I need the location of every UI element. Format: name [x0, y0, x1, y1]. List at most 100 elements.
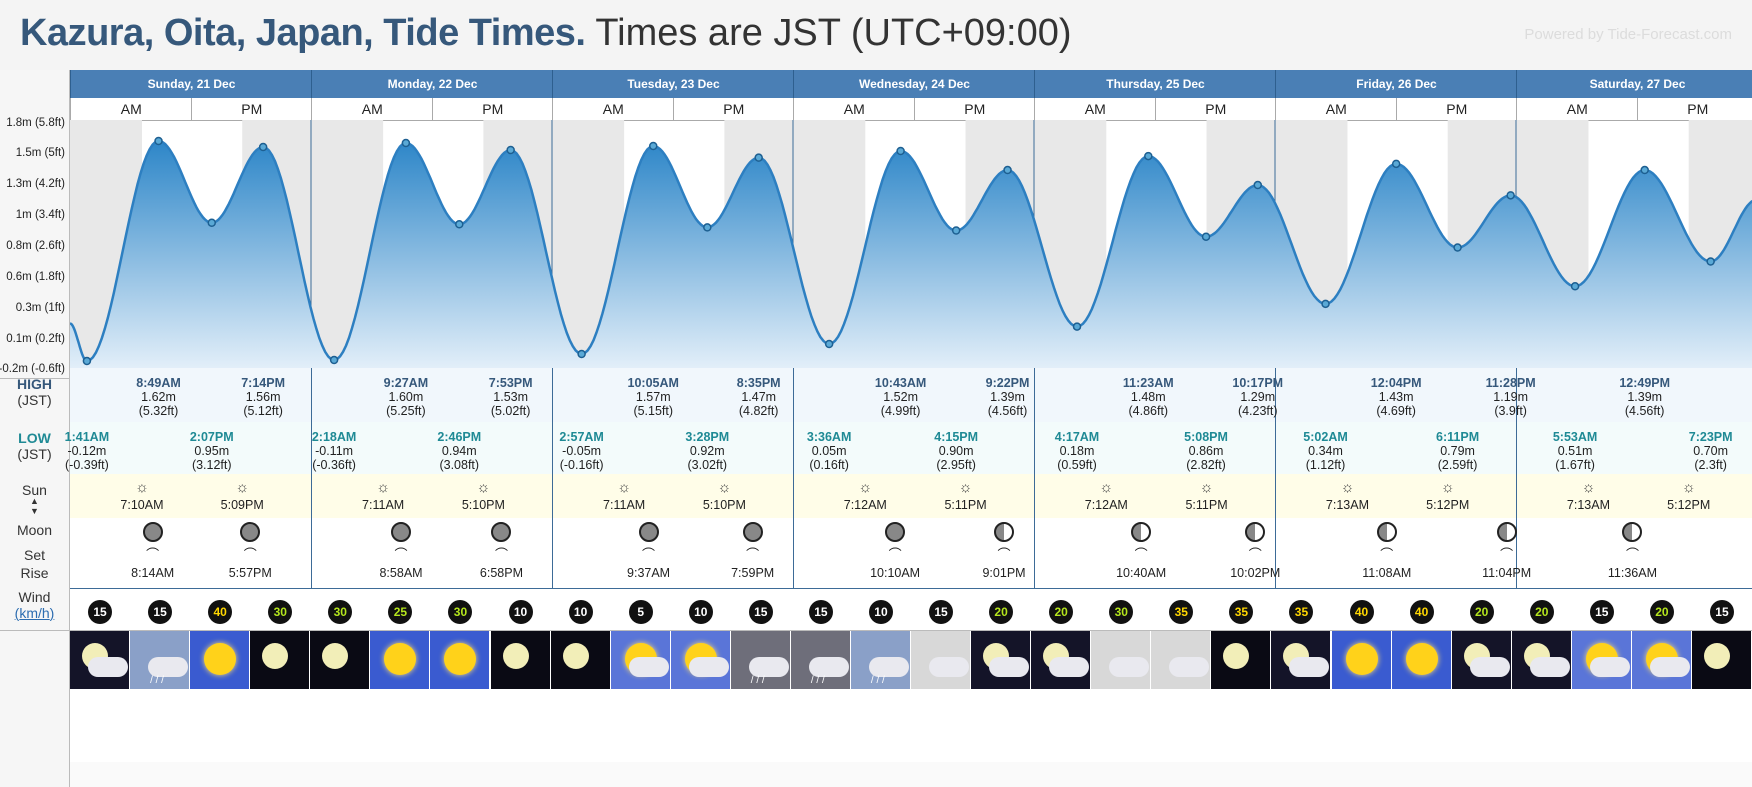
- weather-sun-cloud-icon: [670, 631, 730, 689]
- tide-height-m: -0.11m: [315, 444, 354, 458]
- tide-time: 11:23AM: [1122, 376, 1174, 390]
- wind-speed-badge: 5: [628, 600, 653, 624]
- tide-point: [1003, 165, 1012, 175]
- tide-height-m: 1.39m: [990, 390, 1025, 404]
- sun-icon: [204, 643, 237, 675]
- low-tide-entry: 4:15PM 0.90m (2.95ft): [920, 430, 992, 472]
- wind-speed-badge: 40: [208, 600, 233, 624]
- low-tide-entry: 4:17AM 0.18m (0.59ft): [1041, 430, 1113, 472]
- high-tide-entry: 7:53PM 1.53m (5.02ft): [475, 376, 547, 418]
- tide-time: 5:02AM: [1303, 430, 1348, 444]
- tide-point: [455, 220, 464, 229]
- moonrise-icon: ⌒: [1625, 547, 1639, 562]
- cloud-icon: [748, 657, 789, 677]
- tide-point: [258, 142, 268, 152]
- weather-moon-cloud-icon: [1271, 631, 1331, 689]
- pm-label: PM: [1395, 98, 1518, 120]
- am-label: AM: [1034, 98, 1156, 120]
- title-timezone: Times are JST (UTC+09:00): [595, 12, 1072, 54]
- weather-moon-icon: [550, 631, 610, 689]
- tide-time: 10:43AM: [874, 376, 927, 390]
- tide-time: 4:15PM: [934, 430, 979, 444]
- tide-height-m: 0.51m: [1557, 444, 1593, 458]
- tide-point: [82, 356, 92, 366]
- rain-icon: / / /: [750, 675, 765, 686]
- sunrise-icon: ☼: [1099, 479, 1114, 496]
- wind-speed-badge: 40: [1349, 600, 1374, 624]
- day-divider: [1275, 368, 1276, 588]
- tide-height-ft: (3.02ft): [687, 458, 728, 472]
- moonset-icon: ⌒: [1248, 547, 1262, 562]
- moonset-time: 11:04PM: [1482, 566, 1532, 580]
- tide-time: 7:14PM: [241, 376, 286, 390]
- moon-phase-icon: [1622, 522, 1643, 542]
- weather-moon-cloud-icon: [70, 631, 130, 689]
- tide-height-ft: (4.23ft): [1237, 404, 1278, 418]
- tide-height-m: 1.39m: [1627, 390, 1663, 404]
- tide-height-ft: (2.59ft): [1437, 458, 1478, 472]
- title-location: Kazura, Oita, Japan, Tide Times.: [20, 12, 586, 54]
- tide-height-m: 0.90m: [938, 444, 974, 458]
- wind-speed-badge: 20: [1649, 600, 1674, 624]
- sunrise-icon: ☼: [617, 479, 631, 496]
- tide-time: 12:49PM: [1619, 376, 1671, 390]
- high-tide-entry: 9:27AM 1.60m (5.25ft): [370, 376, 442, 418]
- wind-unit-link[interactable]: (km/h): [14, 605, 55, 621]
- y-axis-tick-label: -0.2m (-0.6ft): [0, 363, 65, 375]
- y-axis-tick-label: 1m (3.4ft): [15, 209, 65, 221]
- wind-speed-badge: 20: [1469, 600, 1494, 624]
- tide-time: 6:11PM: [1436, 430, 1480, 444]
- high-row-bg: [70, 368, 1752, 422]
- tide-point: [1570, 282, 1580, 291]
- cloud-icon: [929, 657, 969, 677]
- sun-icon: [444, 643, 477, 675]
- tide-time: 9:27AM: [383, 376, 429, 390]
- day-header: Friday, 26 Dec: [1275, 70, 1517, 98]
- tide-point: [1706, 257, 1715, 266]
- sunrise-icon: ☼: [135, 479, 149, 496]
- wind-speed-badge: 10: [868, 600, 893, 624]
- cloud-icon: [1529, 657, 1570, 677]
- weather-moon-icon: [490, 631, 550, 689]
- page-title: Kazura, Oita, Japan, Tide Times. Times a…: [20, 12, 1072, 55]
- low-tide-entry: 3:28PM 0.92m (3.02ft): [671, 430, 743, 472]
- rain-icon: / / /: [810, 675, 825, 686]
- y-axis-tick-label: 0.6m (1.8ft): [6, 271, 65, 283]
- tide-time: 5:53AM: [1552, 430, 1598, 444]
- tide-point: [207, 218, 217, 227]
- moon-icon: [262, 643, 289, 669]
- moonrise-icon: ⌒: [146, 547, 160, 562]
- moon-phase-icon: [240, 522, 261, 542]
- row-divider: [0, 630, 1752, 631]
- wind-speed-badge: 35: [1289, 600, 1314, 624]
- tide-height-ft: (1.67ft): [1555, 458, 1595, 472]
- wind-speed-badge: 20: [989, 600, 1014, 624]
- y-axis-tick-label: 1.5m (5ft): [15, 147, 65, 159]
- moonrise-time: 8:14AM: [131, 566, 175, 580]
- tide-height-ft: (5.12ft): [243, 404, 283, 418]
- moonrise-icon: ⌒: [1380, 547, 1394, 562]
- cloud-icon: [688, 657, 729, 677]
- row-labels-column: -0.2m (-0.6ft) 0.1m (0.2ft) 0.3m (1ft) 0.6m…: [0, 70, 70, 787]
- tide-height-ft: (4.56ft): [1624, 404, 1665, 418]
- tide-time: 10:05AM: [627, 376, 679, 390]
- high-tide-entry: 10:17PM 1.29m (4.23ft): [1222, 376, 1294, 418]
- cloud-icon: [868, 657, 909, 677]
- low-tide-entry: 1:41AM -0.12m (-0.39ft): [51, 430, 123, 472]
- sun-icon: [1405, 643, 1438, 675]
- tide-point: [703, 223, 712, 232]
- moonrise-icon: ⌒: [642, 547, 656, 562]
- wind-speed-badge: 10: [688, 600, 713, 624]
- tide-height-ft: (-0.16ft): [559, 458, 604, 472]
- moon-icon: [322, 643, 349, 669]
- weather-rain-cloud-icon: / / /: [730, 631, 790, 689]
- low-tz-label: (JST): [17, 446, 52, 462]
- moonset-icon: ⌒: [746, 547, 760, 562]
- high-tide-entry: 11:28PM 1.19m (3.9ft): [1475, 376, 1547, 418]
- sunset-icon: ☼: [235, 479, 250, 496]
- sun-toggle-icon[interactable]: ▲ ▼: [30, 496, 39, 516]
- tide-time: 9:22PM: [985, 376, 1030, 390]
- am-label: AM: [793, 98, 915, 120]
- powered-by-link[interactable]: Powered by Tide-Forecast.com: [1524, 26, 1732, 43]
- page-header: Kazura, Oita, Japan, Tide Times. Times a…: [0, 0, 1752, 70]
